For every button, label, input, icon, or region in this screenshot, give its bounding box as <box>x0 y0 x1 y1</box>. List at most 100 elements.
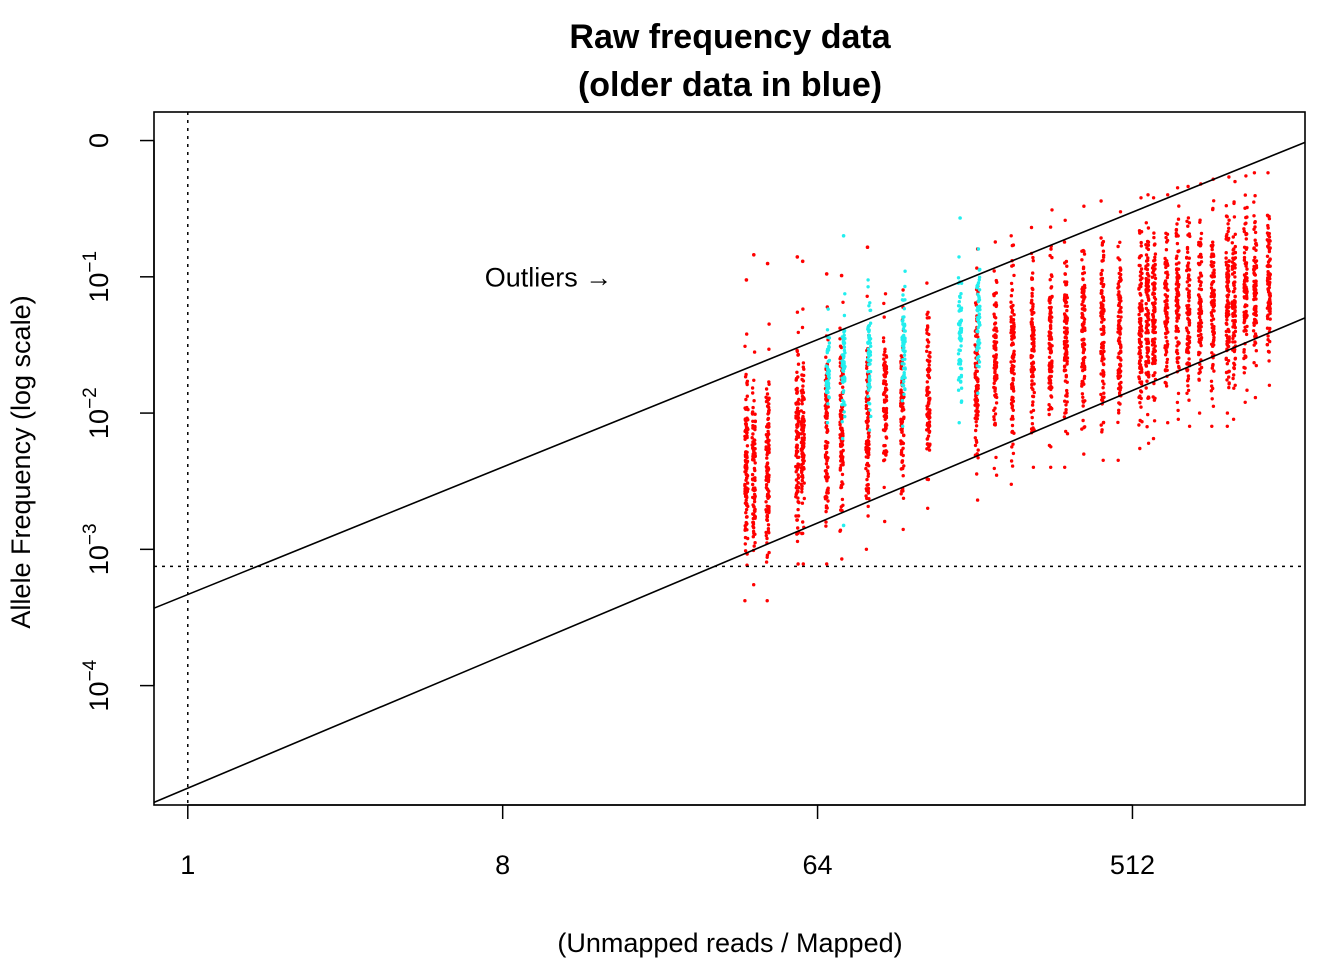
data-point <box>884 425 888 429</box>
data-point <box>743 437 747 441</box>
data-point <box>1099 236 1103 240</box>
data-point <box>827 358 832 363</box>
data-point <box>843 403 847 407</box>
data-point <box>868 408 872 412</box>
data-point <box>957 336 962 341</box>
data-point <box>1198 220 1202 224</box>
data-point <box>841 482 845 486</box>
data-point <box>866 397 871 402</box>
data-point <box>993 340 997 344</box>
data-point <box>825 488 830 492</box>
data-point <box>1030 379 1034 383</box>
data-point <box>1230 272 1235 276</box>
data-point <box>993 406 997 410</box>
data-point <box>1232 201 1236 206</box>
data-point <box>767 382 771 386</box>
data-point <box>743 434 748 439</box>
data-point <box>824 384 829 388</box>
data-point <box>799 466 803 470</box>
data-point <box>1151 324 1155 329</box>
data-point <box>976 299 981 304</box>
data-point <box>743 501 748 505</box>
data-point <box>1211 362 1215 367</box>
data-point <box>1099 301 1103 305</box>
data-point <box>1197 279 1202 283</box>
data-point <box>1186 233 1190 237</box>
data-point <box>1252 323 1256 327</box>
data-point <box>993 322 997 326</box>
data-point <box>743 542 747 546</box>
data-point <box>1099 327 1103 331</box>
data-point <box>902 322 907 326</box>
data-point <box>1118 275 1122 280</box>
data-point <box>1100 268 1104 273</box>
data-point <box>745 394 749 398</box>
data-point <box>1139 293 1143 297</box>
data-point <box>1211 207 1215 212</box>
data-point <box>841 336 845 340</box>
data-point <box>1116 314 1121 319</box>
data-point <box>1187 321 1192 325</box>
data-point <box>744 507 749 512</box>
data-point <box>1174 336 1178 340</box>
data-point <box>842 410 846 414</box>
data-point <box>838 423 842 427</box>
data-point <box>842 341 847 345</box>
data-point <box>1232 363 1237 367</box>
data-point <box>1199 297 1203 302</box>
data-point <box>1199 343 1203 348</box>
data-point <box>1252 171 1257 175</box>
data-point <box>799 432 803 436</box>
data-point <box>1185 268 1189 273</box>
data-point <box>1224 260 1228 264</box>
data-point <box>1210 275 1215 279</box>
data-point <box>794 410 798 415</box>
data-point <box>1146 297 1151 301</box>
data-point <box>1137 331 1141 336</box>
data-point <box>925 349 929 353</box>
y-tick-label: 10−1 <box>80 251 114 303</box>
data-point <box>1082 304 1087 308</box>
data-point <box>1150 275 1155 279</box>
data-point <box>1010 445 1014 449</box>
data-point <box>1266 263 1271 267</box>
data-point <box>799 482 803 486</box>
data-point <box>1082 289 1086 293</box>
data-point <box>1199 231 1204 236</box>
data-point <box>794 401 798 405</box>
data-point <box>1186 261 1191 265</box>
data-point <box>800 501 805 505</box>
data-point <box>1226 288 1230 292</box>
data-point <box>767 322 771 326</box>
chart-title: Raw frequency data <box>569 18 891 56</box>
data-point <box>1185 311 1189 315</box>
data-point <box>1049 394 1053 398</box>
data-point <box>1144 284 1148 288</box>
data-point <box>1049 465 1053 469</box>
data-point <box>1244 332 1249 337</box>
data-point <box>1063 343 1067 347</box>
data-point <box>1244 316 1248 320</box>
outlier-point <box>752 253 756 257</box>
data-point <box>840 441 844 445</box>
data-point <box>1163 368 1168 372</box>
data-point <box>1198 362 1202 366</box>
data-point <box>1010 464 1015 468</box>
data-point <box>1252 272 1257 277</box>
data-point <box>1197 287 1202 291</box>
data-point <box>1177 261 1181 265</box>
data-point <box>825 476 829 481</box>
data-point <box>1212 327 1216 331</box>
data-point <box>752 504 756 509</box>
data-point <box>824 446 829 450</box>
data-point <box>925 380 929 384</box>
data-point <box>868 308 873 312</box>
data-point <box>1101 379 1105 383</box>
data-point <box>744 419 748 423</box>
data-point <box>1009 234 1013 238</box>
data-point <box>901 383 906 388</box>
data-point <box>1144 221 1149 225</box>
data-point <box>902 362 906 366</box>
data-point <box>1226 263 1230 268</box>
data-point <box>750 472 755 477</box>
